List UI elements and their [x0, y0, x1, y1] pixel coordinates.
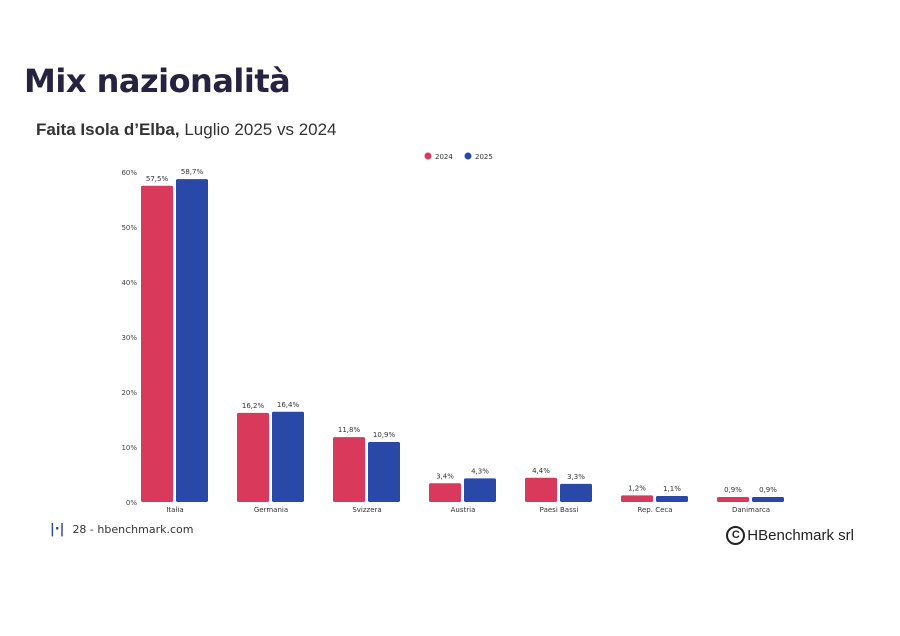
footer-left: |·| 28 - hbenchmark.com	[50, 522, 193, 537]
y-tick-label: 0%	[126, 499, 137, 507]
data-label: 10,9%	[373, 431, 396, 439]
data-label: 57,5%	[146, 175, 169, 183]
footer-copyright: C HBenchmark srl	[726, 526, 854, 545]
data-label: 0,9%	[759, 486, 777, 494]
legend-label: 2024	[435, 153, 453, 161]
data-label: 3,3%	[567, 473, 585, 481]
data-label: 11,8%	[338, 426, 361, 434]
x-tick-label: Austria	[451, 506, 476, 514]
copyright-icon: C	[726, 526, 746, 545]
y-tick-label: 10%	[121, 444, 137, 452]
y-tick-label: 30%	[121, 334, 137, 342]
page-title: Mix nazionalità	[24, 62, 291, 100]
data-label: 3,4%	[436, 472, 454, 480]
bar-2024	[429, 483, 461, 502]
x-tick-label: Italia	[166, 506, 183, 514]
data-label: 16,2%	[242, 402, 265, 410]
data-label: 16,4%	[277, 401, 300, 409]
data-label: 58,7%	[181, 168, 204, 176]
subtitle-bold: Faita Isola d’Elba,	[36, 120, 180, 139]
bar-2025	[752, 497, 784, 502]
bar-2025	[176, 179, 208, 502]
subtitle-rest: Luglio 2025 vs 2024	[179, 120, 337, 139]
bar-2024	[237, 412, 269, 502]
footer-page: 28 - hbenchmark.com	[72, 523, 194, 536]
x-tick-label: Paesi Bassi	[540, 506, 579, 514]
bar-2024	[333, 437, 365, 502]
bar-2024	[525, 477, 557, 502]
chart-subtitle: Faita Isola d’Elba, Luglio 2025 vs 2024	[36, 120, 337, 140]
y-tick-label: 60%	[121, 169, 137, 177]
x-tick-label: Germania	[254, 506, 288, 514]
data-label: 0,9%	[724, 486, 742, 494]
data-label: 4,3%	[471, 467, 489, 475]
x-tick-label: Danimarca	[732, 506, 770, 514]
bar-2025	[464, 478, 496, 502]
bar-2024	[717, 497, 749, 502]
bar-2025	[656, 495, 688, 502]
bar-2024	[141, 185, 173, 502]
data-label: 1,1%	[663, 485, 681, 493]
x-tick-label: Rep. Ceca	[637, 506, 672, 514]
legend-marker-2025	[464, 152, 472, 160]
x-tick-label: Svizzera	[352, 506, 381, 514]
data-label: 4,4%	[532, 467, 550, 475]
legend-marker-2024	[424, 152, 432, 160]
bar-logo-icon: |·|	[50, 522, 65, 537]
bar-2025	[272, 411, 304, 502]
y-tick-label: 40%	[121, 279, 137, 287]
copyright-text: HBenchmark srl	[747, 527, 854, 544]
legend-label: 2025	[475, 153, 493, 161]
y-tick-label: 50%	[121, 224, 137, 232]
data-label: 1,2%	[628, 484, 646, 492]
bar-2025	[368, 442, 400, 502]
bar-2024	[621, 495, 653, 502]
y-tick-label: 20%	[121, 389, 137, 397]
bar-2025	[560, 483, 592, 502]
